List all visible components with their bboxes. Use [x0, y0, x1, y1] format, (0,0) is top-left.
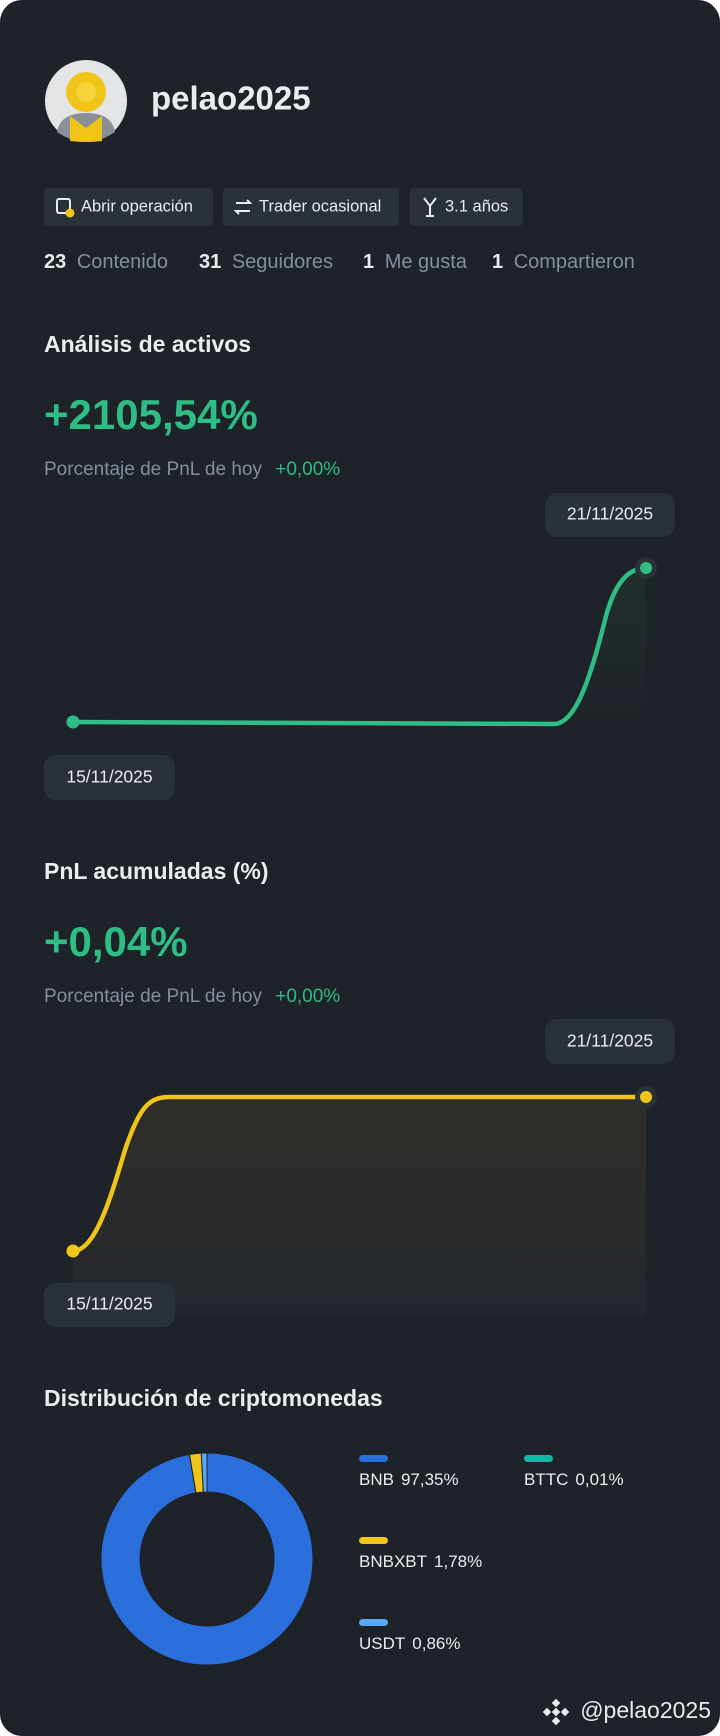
stats-row: 23 Contenido 31 Seguidores 1 Me gusta 1 … — [44, 251, 635, 273]
donut-slice — [100, 1452, 314, 1666]
username: pelao2025 — [151, 80, 311, 117]
legend-value: 0,01% — [575, 1470, 623, 1489]
today-label: Porcentaje de PnL de hoy — [44, 459, 262, 480]
start-point — [66, 715, 80, 729]
chart-grid — [69, 1032, 651, 1316]
stat-label: Compartieron — [514, 251, 635, 273]
section-title: Análisis de activos — [44, 331, 251, 357]
start-point — [66, 1244, 80, 1258]
tag-label: Trader ocasional — [259, 197, 381, 215]
legend-entry: BNBXBT 1,78% — [359, 1552, 482, 1571]
stat-value: 23 — [44, 251, 66, 273]
legend-entry: BTTC 0,01% — [524, 1470, 624, 1489]
legend-value: 1,78% — [434, 1552, 482, 1571]
date-pill — [44, 755, 175, 800]
legend-swatch — [359, 1537, 388, 1544]
today-value: +0,00% — [275, 459, 340, 480]
avatar — [45, 60, 127, 142]
legend-entry: USDT 0,86% — [359, 1634, 460, 1653]
start-date: 15/11/2025 — [66, 767, 152, 787]
date-pill — [545, 493, 675, 537]
legend-label: BTTC — [524, 1470, 568, 1489]
stat-label: Me gusta — [385, 251, 468, 273]
legend: BNB 97,35% BTTC 0,01% BNBXBT 1,78% USDT 0,86% — [359, 1455, 624, 1653]
today-value: +0,00% — [275, 986, 340, 1007]
legend-label: BNB — [359, 1470, 394, 1489]
tag: Abrir operación — [44, 188, 213, 226]
donut-slice — [200, 1452, 208, 1493]
stat-value: 1 — [492, 251, 503, 273]
headline-value: +0,04% — [44, 918, 188, 965]
today-row: Porcentaje de PnL de hoy +0,00% — [44, 459, 340, 480]
legend-label: BNBXBT — [359, 1552, 427, 1571]
date-pill — [44, 1283, 175, 1327]
start-date: 15/11/2025 — [66, 1294, 152, 1314]
tag: Trader ocasional — [223, 188, 399, 226]
chart-grid — [69, 504, 651, 787]
section-title: Distribución de criptomonedas — [44, 1385, 383, 1411]
end-point — [640, 562, 652, 574]
end-date: 21/11/2025 — [567, 504, 653, 524]
donut-chart — [100, 1452, 314, 1666]
today-label: Porcentaje de PnL de hoy — [44, 986, 262, 1007]
tag-label: 3.1 años — [445, 197, 508, 215]
legend-value: 0,86% — [412, 1634, 460, 1653]
end-date: 21/11/2025 — [567, 1031, 653, 1051]
end-point — [640, 1091, 652, 1103]
section-title: PnL acumuladas (%) — [44, 858, 269, 884]
today-row: Porcentaje de PnL de hoy +0,00% — [44, 986, 340, 1007]
tag-label: Abrir operación — [81, 197, 193, 215]
pnl-line — [70, 565, 649, 727]
legend-label: USDT — [359, 1634, 405, 1653]
pnl-line — [70, 1094, 649, 1254]
stat-value: 1 — [363, 251, 374, 273]
stat-label: Contenido — [77, 251, 168, 273]
legend-swatch — [524, 1455, 553, 1462]
legend-entry: BNB 97,35% — [359, 1470, 459, 1489]
stat-label: Seguidores — [232, 251, 333, 273]
legend-swatch — [359, 1455, 388, 1462]
legend-swatch — [359, 1619, 388, 1626]
headline-value: +2105,54% — [44, 391, 258, 438]
stat-value: 31 — [199, 251, 221, 273]
watermark-text: @pelao2025 — [580, 1697, 711, 1723]
date-pill — [545, 1019, 675, 1064]
tag: 3.1 años — [410, 188, 523, 226]
legend-value: 97,35% — [401, 1470, 459, 1489]
